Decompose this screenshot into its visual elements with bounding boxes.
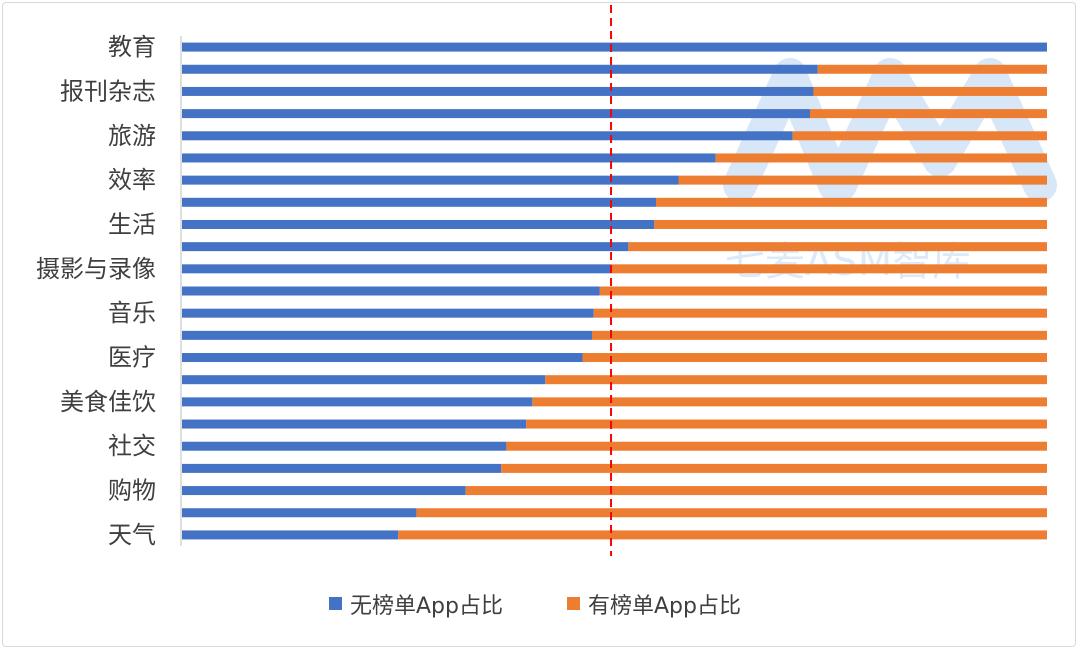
legend: 无榜单App占比 有榜单App占比: [329, 594, 741, 619]
category-label: 社交: [108, 432, 156, 460]
bar-series-2-row-4: [809, 109, 1047, 119]
bar-series-2-row-23: [398, 530, 1047, 540]
category-label: 旅游: [108, 122, 156, 150]
bar-series-1-row-6: [182, 153, 716, 163]
bar-series-2-row-13: [593, 308, 1047, 318]
bar-series-2-row-17: [532, 397, 1047, 407]
bar-series-2-row-9: [654, 219, 1047, 229]
bar-series-2-row-11: [611, 264, 1047, 274]
bar-series-1-row-4: [182, 109, 810, 119]
bar-series-1-row-2: [182, 64, 818, 74]
category-label: 天气: [108, 521, 156, 549]
bar-series-2-row-16: [545, 375, 1047, 385]
category-label: 医疗: [108, 344, 156, 372]
bar-series-1-row-9: [182, 219, 655, 229]
category-label: 美食佳饮: [60, 388, 156, 416]
bar-series-1-row-11: [182, 264, 612, 274]
bar-series-2-row-5: [792, 131, 1047, 141]
bar-series-2-row-18: [526, 419, 1047, 429]
bar-series-1-row-23: [182, 530, 399, 540]
bar-series-1-row-13: [182, 308, 594, 318]
category-label: 音乐: [108, 299, 156, 327]
category-label: 购物: [108, 477, 156, 505]
bar-series-1-row-18: [182, 419, 527, 429]
bar-series-1-row-5: [182, 131, 793, 141]
bar-series-1-row-7: [182, 175, 679, 185]
bar-series-2-row-12: [599, 286, 1047, 296]
category-label: 生活: [108, 210, 156, 238]
bar-series-1-row-14: [182, 330, 593, 340]
bar-series-2-row-8: [656, 197, 1047, 207]
bar-series-1-row-20: [182, 463, 502, 473]
bar-series-2-row-7: [678, 175, 1047, 185]
bar-series-1-row-1: [182, 42, 1047, 52]
category-label: 教育: [108, 33, 156, 61]
bar-series-1-row-17: [182, 397, 533, 407]
bar-series-1-row-12: [182, 286, 600, 296]
bar-series-1-row-21: [182, 486, 466, 496]
legend-label-series-1: 无榜单App占比: [350, 594, 503, 619]
category-label: 摄影与录像: [36, 255, 156, 283]
bar-series-2-row-15: [582, 353, 1047, 363]
bars-group: [182, 42, 1048, 540]
bar-series-1-row-15: [182, 353, 583, 363]
bar-series-1-row-10: [182, 242, 629, 252]
bar-series-2-row-10: [628, 242, 1047, 252]
legend-label-series-2: 有榜单App占比: [588, 594, 741, 619]
category-label: 报刊杂志: [60, 77, 156, 105]
bar-series-2-row-6: [715, 153, 1047, 163]
bar-series-1-row-22: [182, 508, 417, 518]
bar-series-2-row-14: [592, 330, 1047, 340]
legend-swatch-series-1: [329, 597, 342, 610]
bar-series-2-row-22: [416, 508, 1047, 518]
bar-series-1-row-16: [182, 375, 546, 385]
bar-series-2-row-19: [506, 441, 1047, 451]
bar-series-2-row-2: [817, 64, 1047, 74]
legend-swatch-series-2: [567, 597, 580, 610]
category-label: 效率: [108, 166, 156, 194]
bar-series-2-row-20: [501, 463, 1047, 473]
bar-series-2-row-3: [813, 86, 1047, 96]
bar-series-1-row-19: [182, 441, 507, 451]
bar-series-1-row-8: [182, 197, 657, 207]
bar-series-1-row-3: [182, 86, 814, 96]
bar-series-2-row-21: [465, 486, 1048, 496]
